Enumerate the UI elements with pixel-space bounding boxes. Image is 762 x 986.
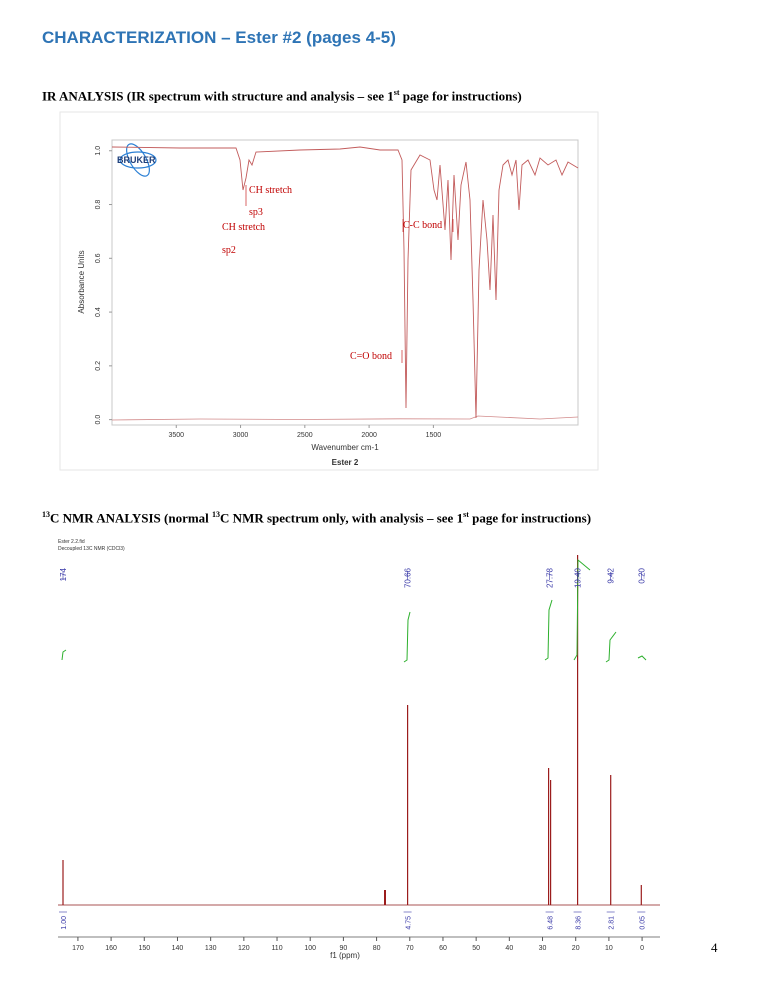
peak-label: 27.78 [546,567,555,588]
x-tick-label: 90 [340,945,348,952]
heading-text: C NMR ANALYSIS (normal [50,510,213,526]
y-axis-label: Absorbance Units [77,250,86,313]
heading-text: C NMR spectrum only, with analysis – see… [220,510,464,526]
x-tick-label: 2500 [297,432,313,439]
x-tick-label: 50 [472,945,480,952]
heading-text: page for instructions) [399,88,522,104]
x-tick-label: 2000 [361,432,377,439]
x-tick-label: 1500 [426,432,442,439]
page-title: CHARACTERIZATION – Ester #2 (pages 4-5) [42,28,396,47]
integral-label: 8.36 [576,916,583,930]
spectrum-trace [111,415,579,421]
nmr-peaks [62,555,642,905]
caption: Ester 2 [332,458,359,467]
heading-sup: st [463,510,469,519]
x-tick-label: 40 [505,945,513,952]
peak-label: 0.20 [637,567,646,583]
x-tick-label: 60 [439,945,447,952]
x-tick-label: 80 [373,945,381,952]
heading-sup: 13 [42,510,50,519]
heading-text: page for instructions) [468,510,592,526]
page-number: 4 [711,940,718,955]
x-tick-label: 70 [406,945,414,952]
x-tick-label: 0 [640,945,644,952]
y-tick-label: 1.0 [95,146,102,156]
annotation: C-C bond [403,220,442,231]
annotation: C=O bond [350,351,392,362]
x-tick-label: 150 [138,945,150,952]
ir-heading: IR ANALYSIS (IR spectrum with structure … [42,88,522,104]
x-tick-label: 110 [271,945,282,952]
heading-sup: 13 [212,510,221,519]
integral-label: 0.05 [639,916,646,930]
integral-label: 6.48 [548,916,555,930]
integral-curves [61,558,647,663]
annotation: sp2 [222,245,236,256]
x-tick-label: 10 [605,945,613,952]
x-axis-label: Wavenumber cm-1 [311,443,379,452]
x-tick-label: 100 [304,945,316,952]
x-tick-label: 3500 [168,432,184,439]
y-tick-label: 0.8 [95,200,102,210]
annotation: CH stretch [222,222,265,233]
integral-label: 1.00 [61,916,68,930]
file-name: Ester 2.2.fid [58,539,85,545]
x-tick-label: 3000 [233,432,249,439]
y-tick-label: 0.6 [95,253,102,263]
nmr-heading: 13C NMR ANALYSIS (normal 13C NMR spectru… [42,510,591,526]
logo-text: BRUKER [117,155,156,165]
x-tick-label: 140 [172,945,184,952]
integral-label: 2.81 [609,916,616,930]
x-tick-label: 130 [205,945,217,952]
x-tick-label: 120 [238,945,250,952]
y-tick-label: 0.2 [95,361,102,371]
experiment: Decoupled 13C NMR (CDCl3) [58,546,125,552]
peak-label: 9.42 [607,567,616,583]
peak-label: 19.40 [574,567,583,588]
x-tick-label: 170 [72,945,84,952]
annotation: sp3 [249,207,263,218]
plot-frame [111,139,579,426]
x-tick-label: 20 [572,945,580,952]
annotation: CH stretch [249,185,292,196]
peak-label: 174 [59,567,68,581]
x-tick-label: 160 [105,945,117,952]
spectrum-trace [111,146,579,419]
peak-label: 70.66 [404,567,413,588]
x-axis-label: f1 (ppm) [330,951,360,960]
integral-label: 4.75 [406,916,413,930]
x-tick-label: 30 [539,945,547,952]
y-tick-label: 0.4 [95,307,102,317]
heading-sup: st [393,88,400,97]
y-tick-label: 0.0 [95,415,102,425]
heading-text: IR ANALYSIS (IR spectrum with structure … [42,88,394,104]
bruker-logo: BRUKER [117,143,157,177]
